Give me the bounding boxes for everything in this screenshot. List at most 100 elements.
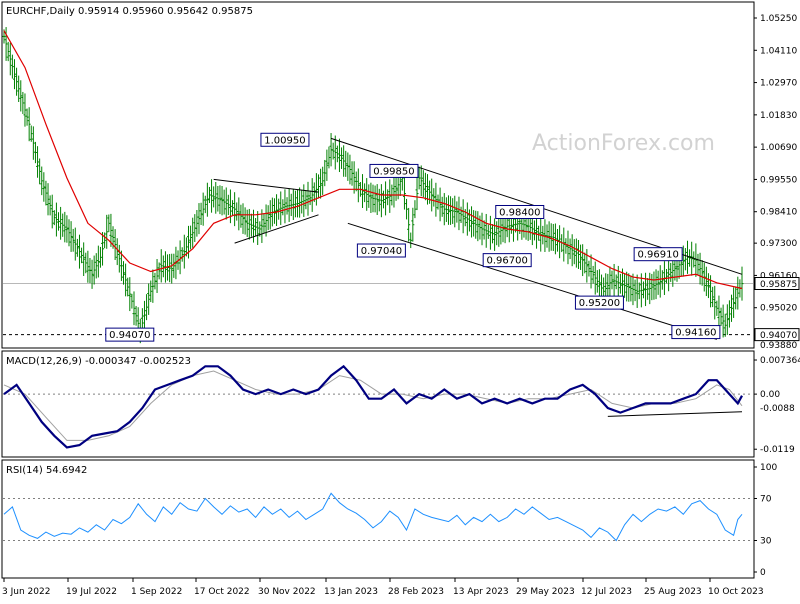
price-bar	[480, 212, 484, 246]
price-bar	[254, 218, 258, 237]
level-label: 0.94160	[675, 328, 716, 339]
price-bar	[92, 255, 96, 285]
price-bar	[331, 142, 335, 160]
price-bar	[327, 146, 331, 169]
price-bar	[644, 272, 648, 307]
price-bar	[157, 262, 161, 280]
price-bar	[302, 184, 306, 217]
price-bar	[633, 279, 637, 302]
price-bar	[31, 126, 35, 160]
price-bar	[4, 27, 8, 61]
price-bar	[377, 188, 381, 212]
price-bar	[189, 225, 193, 250]
level-label-box	[495, 204, 545, 219]
price-bar	[203, 195, 207, 214]
price-bar	[363, 183, 367, 203]
price-bar	[375, 184, 379, 215]
price-bar	[84, 252, 88, 274]
level-label-box	[105, 327, 155, 342]
price-bar	[426, 174, 430, 205]
price-bar	[321, 166, 325, 195]
price-bar	[316, 174, 320, 199]
price-bar	[335, 145, 339, 163]
price-bar	[296, 189, 300, 218]
price-bar	[310, 178, 314, 212]
price-bar	[650, 273, 654, 301]
price-tick-label: 0.95020	[760, 304, 797, 314]
price-bar	[10, 54, 14, 79]
price-bar	[543, 219, 547, 252]
price-bar	[608, 266, 612, 300]
price-bar	[239, 204, 243, 228]
price-bar	[595, 270, 599, 293]
price-bar	[283, 189, 287, 224]
price-bar	[623, 273, 627, 298]
price-bar	[304, 190, 308, 210]
price-bar	[8, 42, 12, 76]
price-bar	[180, 247, 184, 262]
price-bar	[440, 196, 444, 217]
price-bar	[243, 207, 247, 235]
price-bar	[214, 181, 218, 214]
level-label-box	[671, 325, 721, 340]
price-bar	[109, 213, 113, 247]
price-bar	[344, 150, 348, 177]
price-bar	[342, 145, 346, 177]
price-bar	[652, 271, 656, 300]
macd-signal-line	[3, 370, 743, 441]
price-bar	[482, 220, 486, 240]
price-bar	[36, 146, 40, 178]
price-bar	[12, 59, 16, 90]
price-bar	[308, 190, 312, 206]
price-bar	[73, 227, 77, 261]
price-bar	[442, 193, 446, 226]
price-bar	[155, 259, 159, 293]
price-bar	[369, 182, 373, 213]
price-bar	[279, 191, 283, 225]
price-bar	[692, 251, 696, 268]
watermark: ActionForex.com	[532, 131, 715, 156]
macd-label: MACD(12,26,9) -0.000347 -0.002523	[6, 356, 191, 367]
price-bar	[614, 274, 618, 290]
price-bar	[134, 305, 138, 326]
price-bar	[159, 249, 163, 283]
price-bar	[597, 269, 601, 301]
price-bar	[115, 238, 119, 266]
price-bar	[352, 161, 356, 194]
price-bar	[126, 277, 130, 297]
price-bar	[501, 215, 505, 243]
price-bar	[407, 207, 411, 242]
price-bar	[721, 304, 725, 338]
level-label-box	[482, 253, 532, 268]
price-bar	[386, 189, 390, 206]
price-bar	[453, 195, 457, 228]
price-bar	[581, 244, 585, 277]
price-bar	[75, 238, 79, 257]
price-bar	[224, 187, 228, 220]
price-bar	[690, 241, 694, 276]
level-label: 0.95200	[579, 298, 620, 309]
support-tag	[754, 328, 800, 342]
price-bar	[199, 202, 203, 226]
price-bar	[457, 196, 461, 231]
price-bar	[547, 221, 551, 252]
price-bar	[90, 259, 94, 289]
price-bar	[216, 185, 220, 212]
price-bar	[19, 80, 23, 112]
price-tick-label: 0.96160	[760, 271, 797, 281]
price-bar	[493, 218, 497, 251]
x-tick-label: 10 Oct 2023	[708, 587, 764, 597]
price-bar	[132, 291, 136, 326]
price-bar	[570, 234, 574, 267]
price-tick-label: 0.97300	[760, 239, 797, 249]
price-bar	[423, 172, 427, 201]
price-bar	[61, 213, 65, 237]
price-bar	[44, 180, 48, 206]
rsi-panel-frame	[1, 459, 755, 579]
price-bar	[541, 225, 545, 245]
level-label-box	[633, 247, 683, 262]
x-tick-label: 28 Feb 2023	[388, 587, 444, 597]
rsi-line	[3, 492, 743, 542]
x-tick-label: 1 Sep 2022	[131, 587, 182, 597]
price-bar	[119, 250, 123, 281]
